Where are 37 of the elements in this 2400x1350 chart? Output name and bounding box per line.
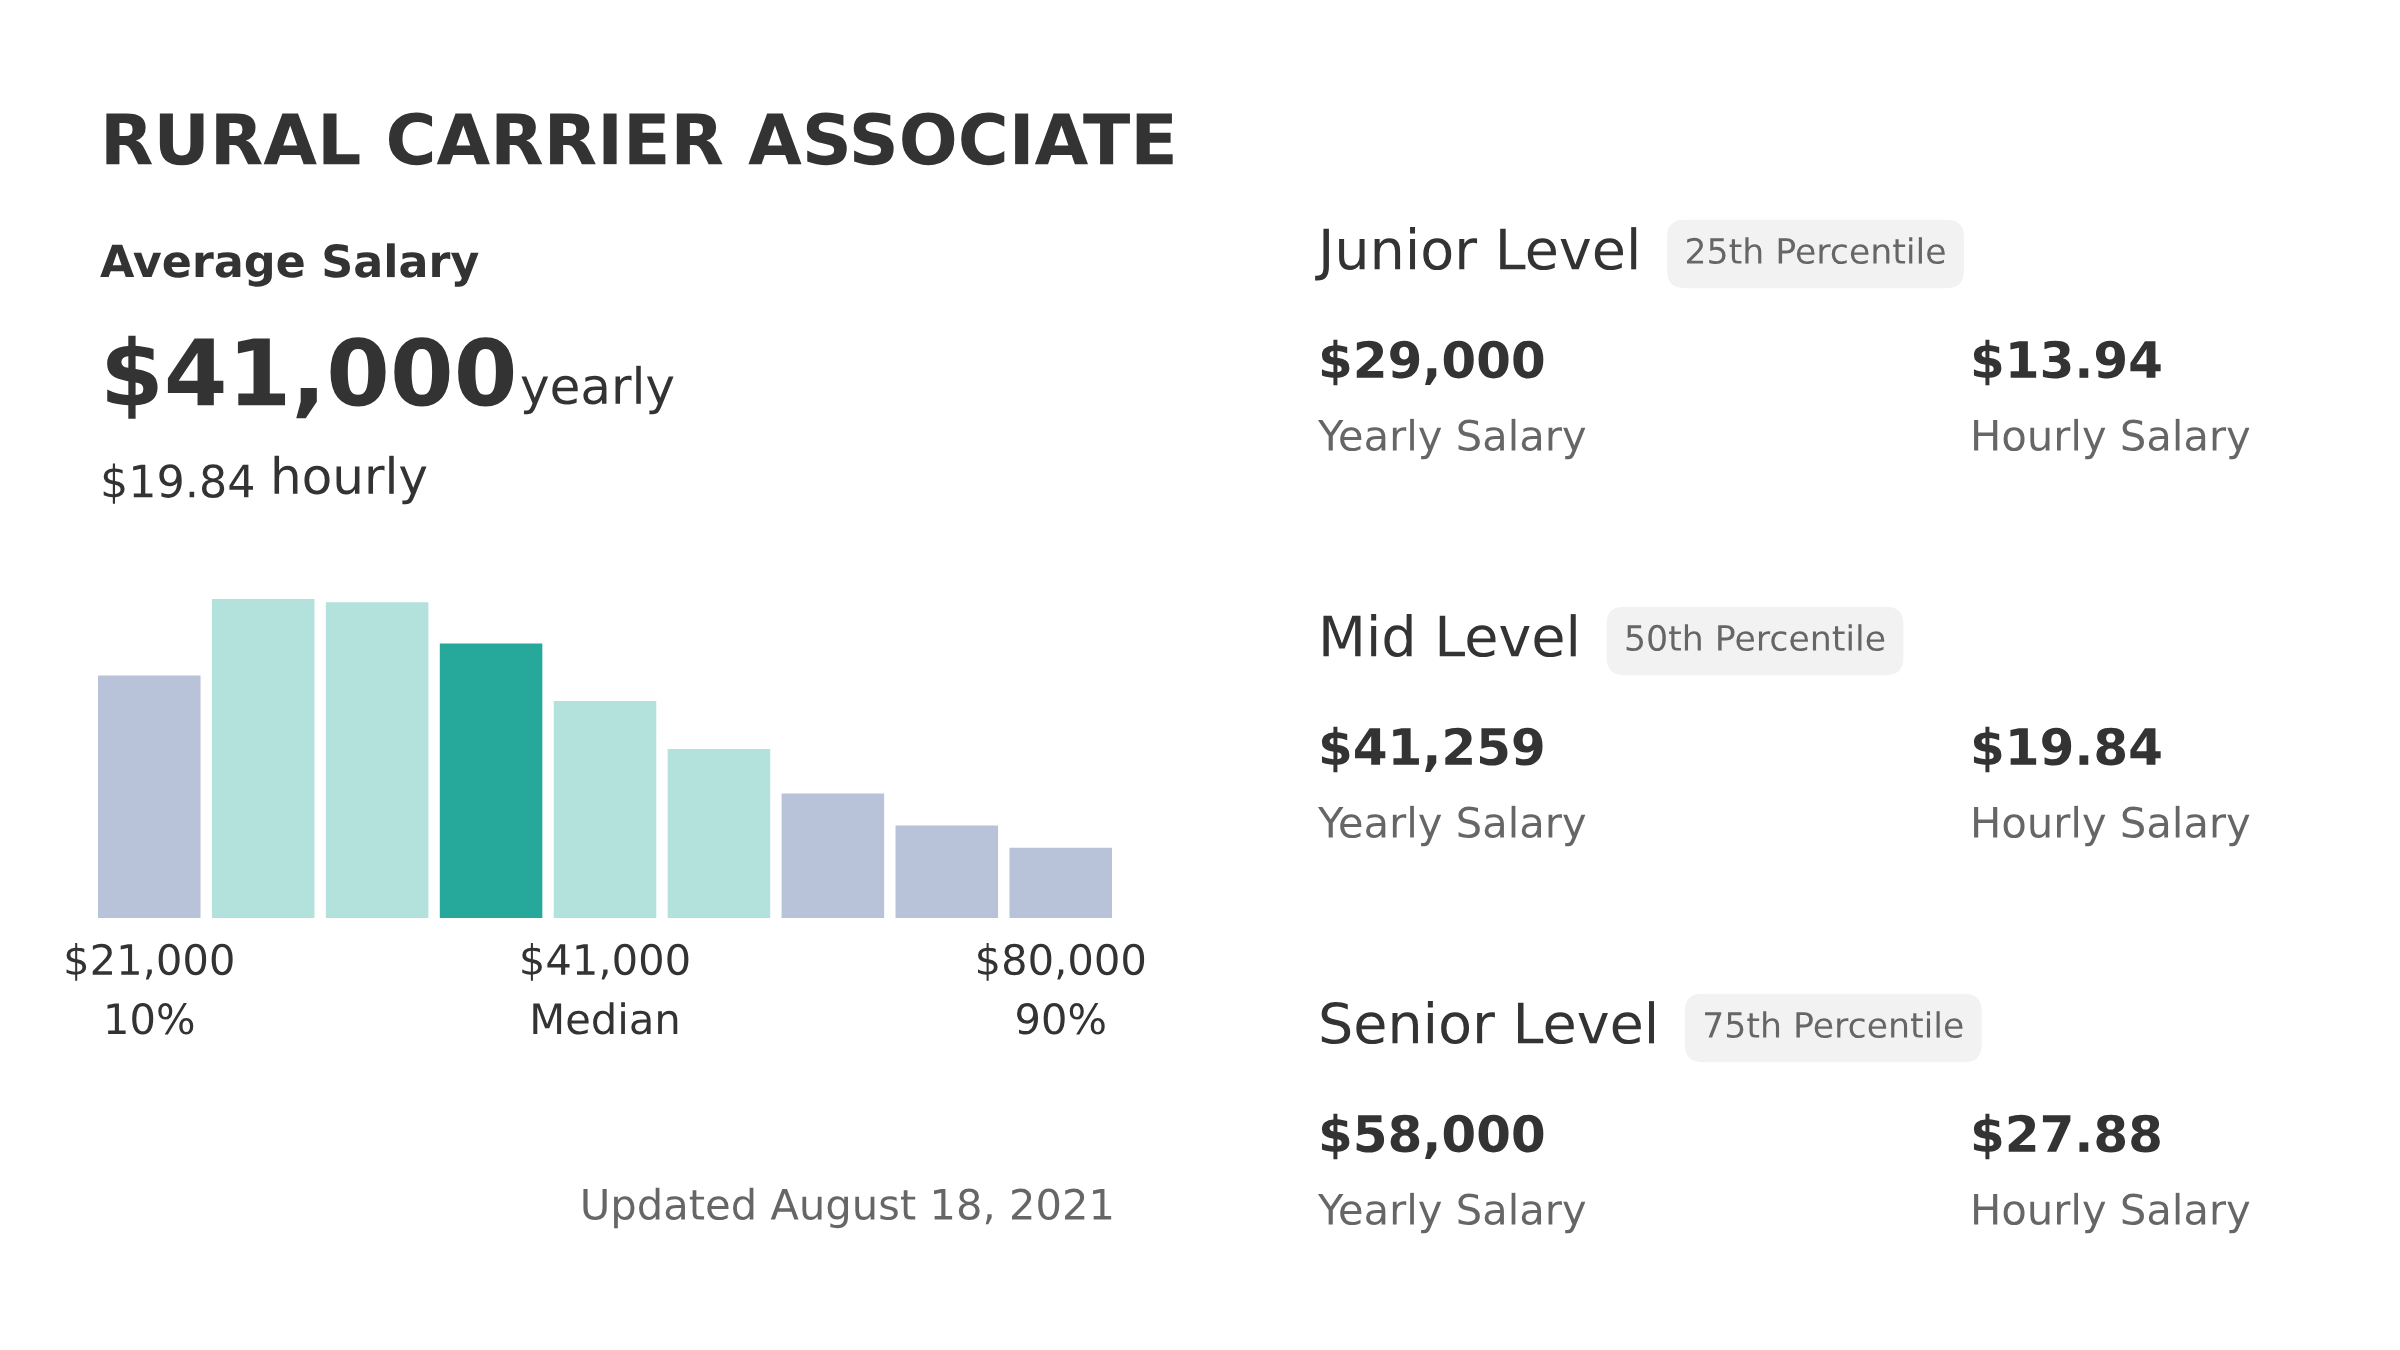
text: hourly xyxy=(274,455,427,505)
text: $29,000 xyxy=(1321,339,1544,386)
text: $58,000 xyxy=(1321,1113,1544,1160)
text: 75th Percentile xyxy=(1705,1011,1963,1039)
text: Hourly Salary xyxy=(1974,805,2250,847)
text: Yearly Salary xyxy=(1317,418,1586,460)
text: yearly xyxy=(521,365,674,415)
x-tick-label: $21,000 10% xyxy=(66,943,233,1035)
bar xyxy=(211,598,315,918)
chart-title: RURAL CARRIER ASSOCIATE xyxy=(106,112,1173,166)
bar xyxy=(667,748,771,918)
bar xyxy=(553,701,657,918)
bar xyxy=(439,643,543,918)
text: $41,000 xyxy=(107,335,514,419)
text: Yearly Salary xyxy=(1317,1192,1586,1234)
bar xyxy=(1009,847,1112,918)
text: Updated August 18, 2021 xyxy=(583,1187,1112,1229)
bar xyxy=(98,675,201,918)
text: Hourly Salary xyxy=(1974,1192,2250,1234)
bar xyxy=(325,602,429,918)
text: $27.88 xyxy=(1973,1113,2160,1160)
text: Junior Level xyxy=(1315,227,1637,281)
x-tick-label: $80,000 90% xyxy=(978,943,1145,1035)
text: Hourly Salary xyxy=(1974,418,2250,460)
text: Senior Level xyxy=(1321,1001,1655,1045)
x-tick-label: $41,000 Median xyxy=(522,943,689,1035)
text: 50th Percentile xyxy=(1626,624,1885,652)
text: $13.94 xyxy=(1973,339,2161,386)
text: $19.84 xyxy=(103,463,254,504)
text: Yearly Salary xyxy=(1317,805,1586,847)
bar xyxy=(895,825,999,918)
bar xyxy=(781,793,885,918)
text: Mid Level xyxy=(1323,614,1576,658)
text: 25th Percentile xyxy=(1686,237,1945,265)
text: $41,259 xyxy=(1321,726,1543,773)
text: Average Salary xyxy=(100,243,479,287)
text: $19.84 xyxy=(1973,726,2161,773)
